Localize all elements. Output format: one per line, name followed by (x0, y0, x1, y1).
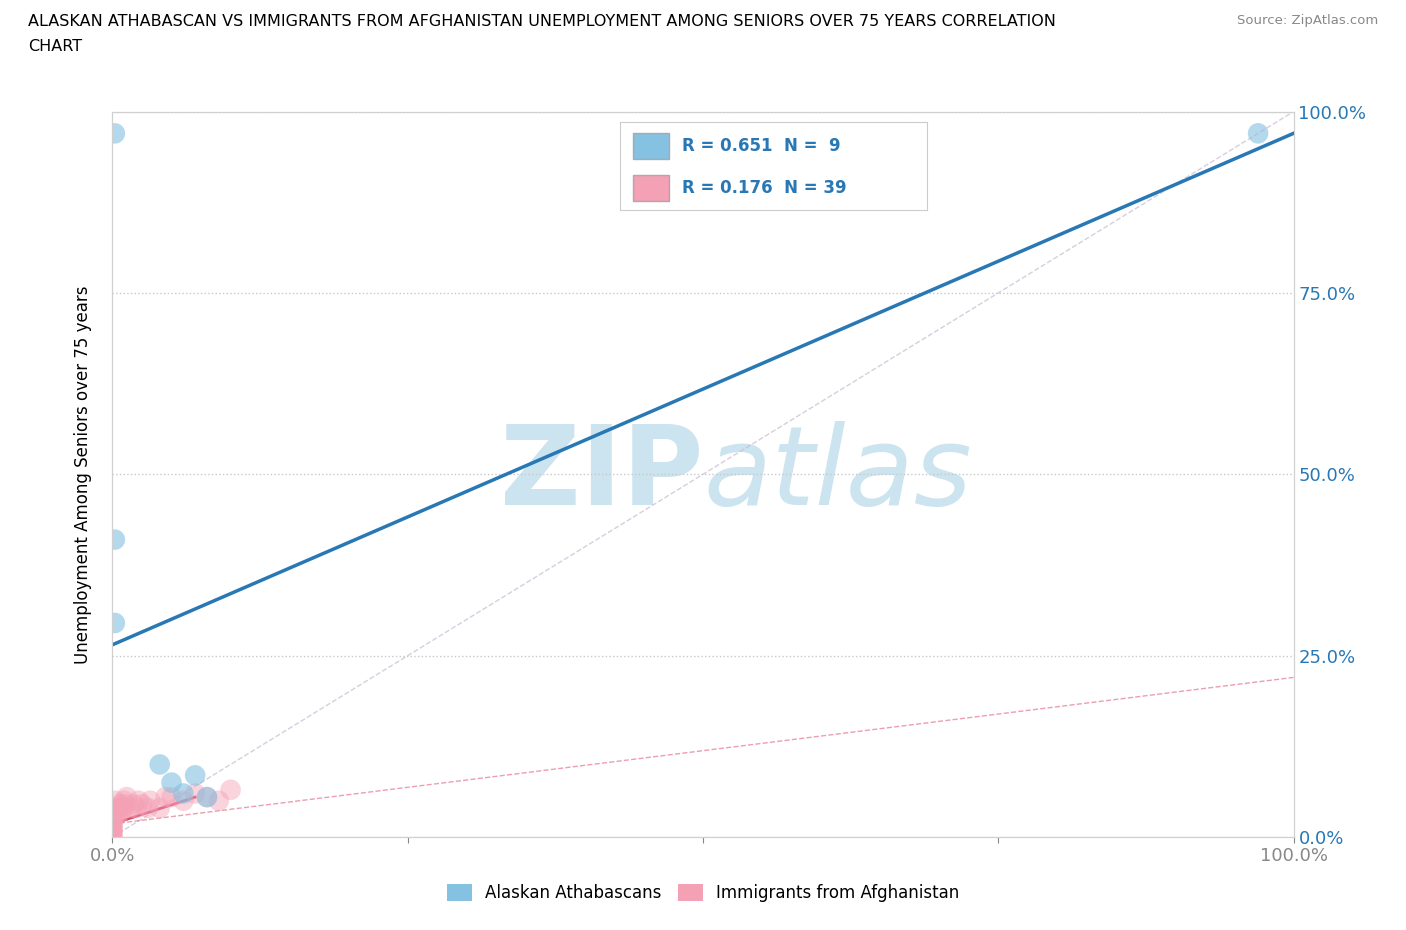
Point (105, 801, 128, 816)
Point (149, 801, 172, 816)
Point (219, 782, 242, 797)
Point (115, 790, 138, 804)
Point (111, 801, 134, 816)
Point (149, 757, 172, 772)
Text: CHART: CHART (28, 39, 82, 54)
Point (127, 793, 149, 808)
Point (105, 808, 128, 823)
Point (160, 776, 183, 790)
Point (104, 808, 127, 823)
Point (104, 616, 127, 631)
Point (104, 804, 127, 819)
Text: ALASKAN ATHABASCAN VS IMMIGRANTS FROM AFGHANISTAN UNEMPLOYMENT AMONG SENIORS OVE: ALASKAN ATHABASCAN VS IMMIGRANTS FROM AF… (28, 14, 1056, 29)
Text: Source: ZipAtlas.com: Source: ZipAtlas.com (1237, 14, 1378, 27)
Point (104, 801, 127, 816)
Point (101, 815, 124, 830)
Point (208, 793, 231, 808)
Point (1247, 126, 1270, 140)
Point (101, 821, 124, 836)
Point (101, 822, 124, 837)
Point (101, 830, 124, 844)
Point (155, 790, 177, 804)
Point (184, 786, 207, 801)
Point (104, 532, 127, 547)
Point (101, 818, 124, 833)
Point (112, 801, 135, 816)
Text: ZIP: ZIP (499, 420, 703, 528)
Point (104, 126, 127, 140)
Point (107, 801, 129, 816)
Point (101, 830, 124, 844)
Legend: Alaskan Athabascans, Immigrants from Afghanistan: Alaskan Athabascans, Immigrants from Afg… (440, 877, 966, 909)
Point (195, 790, 218, 804)
Point (172, 786, 194, 801)
Point (101, 811, 124, 827)
Point (172, 793, 194, 808)
Point (101, 817, 124, 831)
Point (112, 797, 135, 812)
Point (131, 797, 153, 812)
Point (136, 801, 159, 816)
Point (104, 793, 127, 808)
Point (160, 790, 183, 804)
Point (112, 793, 135, 808)
Point (101, 824, 124, 839)
Point (184, 768, 207, 783)
Y-axis label: Unemployment Among Seniors over 75 years: Unemployment Among Seniors over 75 years (73, 286, 91, 663)
Point (101, 826, 124, 841)
Point (110, 804, 132, 819)
Point (139, 793, 162, 808)
Point (195, 790, 218, 804)
Point (108, 797, 131, 812)
Point (120, 801, 142, 816)
Point (125, 801, 148, 816)
Point (122, 797, 145, 812)
Text: atlas: atlas (703, 420, 972, 528)
